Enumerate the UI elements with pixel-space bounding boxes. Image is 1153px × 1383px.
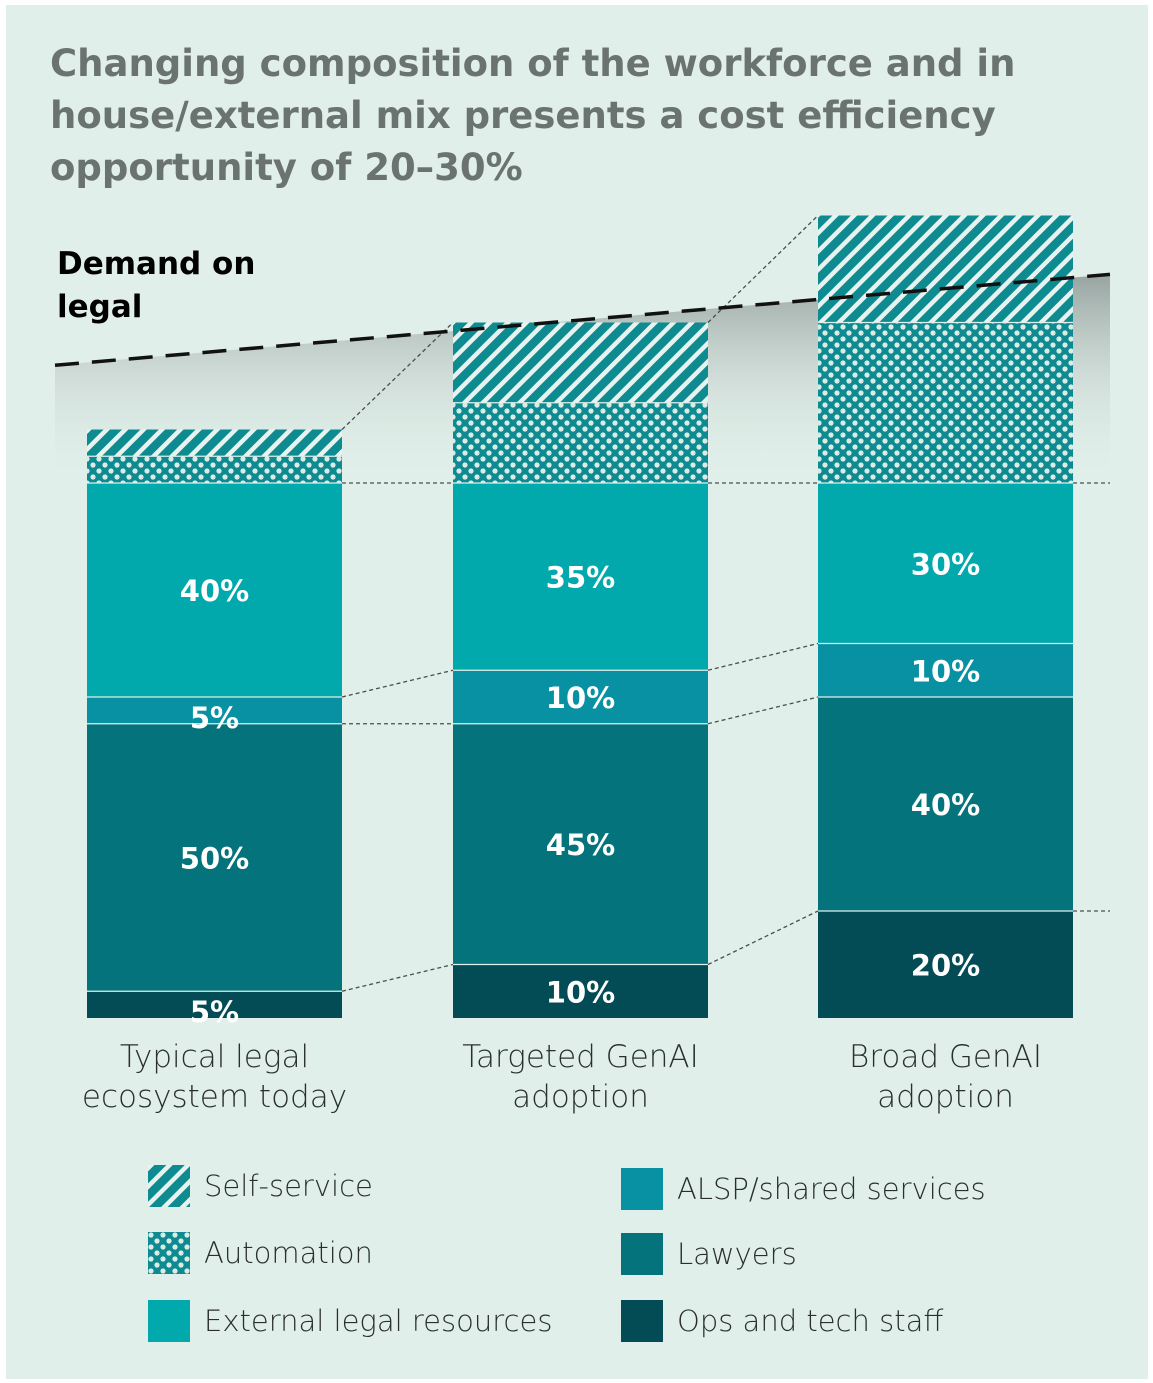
chart-title: Changing composition of the workforce an… — [50, 42, 1016, 189]
connector-line — [707, 696, 819, 725]
legend-label: Automation — [204, 1236, 373, 1270]
bar-external-legal-resources-1 — [87, 483, 342, 697]
data-label-external-legal-resources-1: 40% — [180, 574, 249, 608]
legend-swatch-alsp-shared-services — [621, 1168, 663, 1210]
data-label-ops-and-tech-staff-1: 5% — [190, 995, 239, 1029]
category-label-3: adoption — [877, 1079, 1014, 1115]
category-label-2: Targeted GenAI — [462, 1039, 699, 1075]
connector-line — [707, 215, 819, 323]
data-label-external-legal-resources-3: 30% — [911, 547, 980, 581]
connector-line — [341, 322, 454, 430]
data-label-lawyers-2: 45% — [546, 828, 615, 862]
legend-swatch-external-legal-resources — [148, 1300, 190, 1342]
connector-line — [341, 669, 454, 698]
bar-automation-3 — [818, 322, 1073, 483]
legend-swatch-ops-and-tech-staff — [621, 1300, 663, 1342]
data-label-ops-and-tech-staff-3: 20% — [911, 949, 980, 983]
bar-automation-2 — [453, 402, 708, 483]
category-label-1: ecosystem today — [82, 1079, 347, 1115]
legend-label: External legal resources — [204, 1304, 553, 1338]
demand-line — [54, 272, 1111, 368]
legend-label: ALSP/shared services — [677, 1172, 986, 1206]
bar-alsp-shared-services-2 — [453, 670, 708, 724]
legend-swatch-automation — [148, 1232, 190, 1274]
bar-external-legal-resources-2 — [453, 483, 708, 671]
legend-label: Ops and tech staff — [677, 1304, 944, 1338]
bar-alsp-shared-services-1 — [87, 697, 342, 724]
legend-label: Self-service — [204, 1169, 373, 1203]
data-label-alsp-shared-services-3: 10% — [911, 654, 980, 688]
bar-lawyers-1 — [87, 723, 342, 992]
data-label-external-legal-resources-2: 35% — [546, 561, 615, 595]
legend-swatch-lawyers — [621, 1233, 663, 1275]
legend-label: Lawyers — [677, 1237, 797, 1271]
legend-swatch-self-service — [148, 1165, 190, 1207]
bar-external-legal-resources-3 — [818, 483, 1073, 644]
bar-lawyers-3 — [818, 697, 1073, 911]
bar-self-service-3 — [818, 215, 1073, 323]
data-label-lawyers-3: 40% — [911, 788, 980, 822]
category-label-3: Broad GenAI — [849, 1039, 1042, 1075]
connector-line — [707, 642, 819, 671]
data-label-ops-and-tech-staff-2: 10% — [546, 975, 615, 1009]
category-label-1: Typical legal — [120, 1039, 309, 1075]
data-label-lawyers-1: 50% — [180, 842, 249, 876]
bar-lawyers-2 — [453, 723, 708, 965]
bar-ops-and-tech-staff-1 — [87, 991, 342, 1018]
bar-ops-and-tech-staff-2 — [453, 964, 708, 1018]
bar-ops-and-tech-staff-3 — [818, 911, 1073, 1018]
connector-line — [707, 910, 819, 966]
bar-self-service-2 — [453, 322, 708, 403]
bar-automation-1 — [87, 456, 342, 483]
data-label-alsp-shared-services-2: 10% — [546, 681, 615, 715]
bar-alsp-shared-services-3 — [818, 643, 1073, 697]
demand-on-legal-label: Demand on legal — [57, 246, 256, 325]
bar-self-service-1 — [87, 429, 342, 457]
connector-line — [341, 963, 454, 992]
category-label-2: adoption — [512, 1079, 649, 1115]
data-label-alsp-shared-services-1: 5% — [190, 701, 239, 735]
